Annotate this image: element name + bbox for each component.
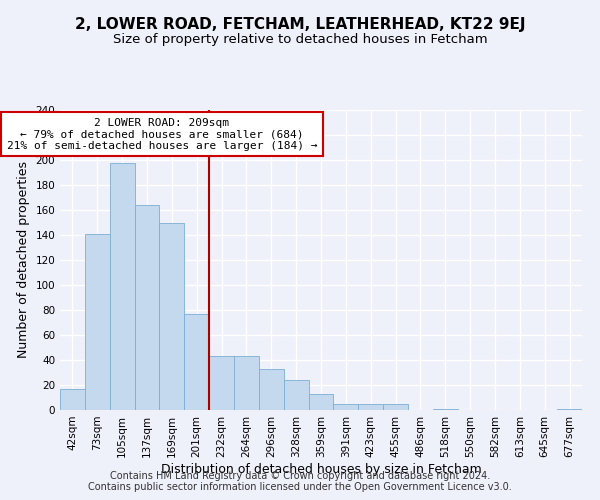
Text: 2, LOWER ROAD, FETCHAM, LEATHERHEAD, KT22 9EJ: 2, LOWER ROAD, FETCHAM, LEATHERHEAD, KT2…	[75, 18, 525, 32]
Text: 2 LOWER ROAD: 209sqm
← 79% of detached houses are smaller (684)
21% of semi-deta: 2 LOWER ROAD: 209sqm ← 79% of detached h…	[7, 118, 317, 150]
Bar	[60, 389, 85, 410]
Bar	[110, 162, 134, 410]
Text: Size of property relative to detached houses in Fetcham: Size of property relative to detached ho…	[113, 32, 487, 46]
Bar	[308, 394, 334, 410]
Bar	[85, 234, 110, 410]
Bar	[259, 369, 284, 410]
Bar	[334, 404, 358, 410]
X-axis label: Distribution of detached houses by size in Fetcham: Distribution of detached houses by size …	[161, 462, 481, 475]
Bar	[284, 380, 308, 410]
Bar	[160, 222, 184, 410]
Y-axis label: Number of detached properties: Number of detached properties	[17, 162, 30, 358]
Text: Contains HM Land Registry data © Crown copyright and database right 2024.: Contains HM Land Registry data © Crown c…	[110, 471, 490, 481]
Bar	[184, 314, 209, 410]
Bar	[209, 356, 234, 410]
Bar	[358, 404, 383, 410]
Bar	[234, 356, 259, 410]
Text: Contains public sector information licensed under the Open Government Licence v3: Contains public sector information licen…	[88, 482, 512, 492]
Bar	[557, 409, 582, 410]
Bar	[383, 404, 408, 410]
Bar	[433, 409, 458, 410]
Bar	[134, 205, 160, 410]
